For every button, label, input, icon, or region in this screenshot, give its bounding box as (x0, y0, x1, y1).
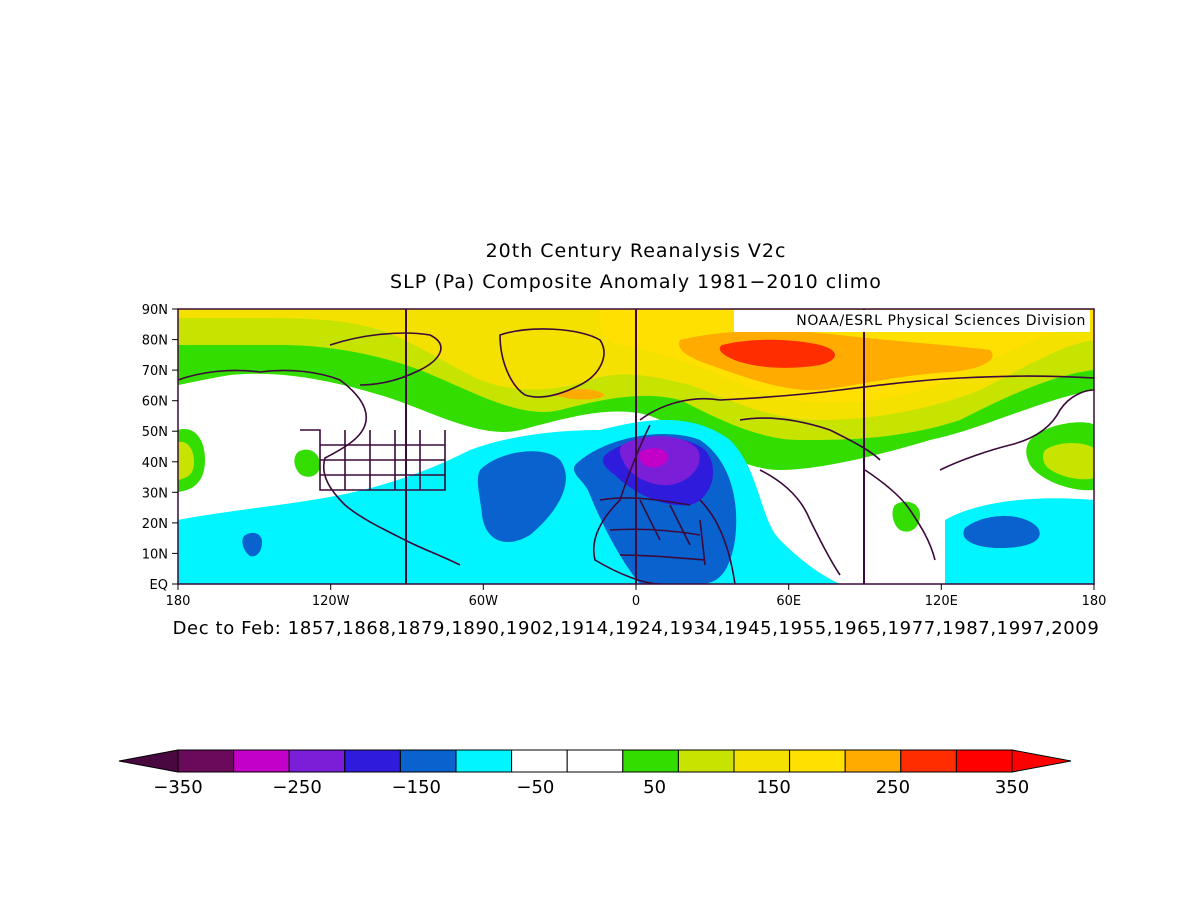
positive-patch-west-core (178, 441, 194, 480)
composite-years-label: Dec to Feb: 1857,1868,1879,1890,1902,191… (172, 618, 1100, 639)
colorbar-cell (566, 749, 624, 773)
longitude-axis: 180 120W 60W 0 60E 120E 180 (166, 584, 1107, 609)
lon-label-180w: 180 (166, 594, 191, 609)
lon-label-180e: 180 (1082, 594, 1107, 609)
colorbar-cell (511, 749, 568, 773)
colorbar-label: 350 (995, 777, 1029, 798)
positive-patch-pacific (294, 449, 320, 477)
colorbar-label: 150 (757, 777, 791, 798)
colorbar-cell (455, 749, 513, 773)
positive-patch-asia (892, 501, 920, 532)
negative-area-100-east (963, 516, 1040, 548)
colorbar-cell (177, 749, 235, 773)
anomaly-field (178, 309, 1094, 584)
lat-label-80n: 80N (142, 334, 168, 349)
colorbar-cell (844, 749, 902, 773)
coastlines (178, 328, 1094, 584)
negative-spot-pacific (242, 532, 262, 557)
colorbar-label: −350 (153, 777, 202, 798)
lon-label-60e: 60E (776, 594, 801, 609)
colorbar-cell (955, 749, 1013, 773)
lat-label-eq: EQ (150, 578, 168, 593)
chart-subtitle: SLP (Pa) Composite Anomaly 1981−2010 cli… (390, 271, 882, 293)
lon-label-120e: 120E (925, 594, 958, 609)
lat-label-20n: 20N (142, 517, 168, 532)
positive-area-300 (719, 339, 835, 368)
colorbar-cell (399, 749, 457, 773)
colorbar-cell (288, 749, 346, 773)
lat-label-40n: 40N (142, 456, 168, 471)
credit-label: NOAA/ESRL Physical Sciences Division (734, 310, 1090, 332)
chart-title: 20th Century Reanalysis V2c (485, 240, 787, 262)
latitude-axis: 90N 80N 70N 60N 50N 40N 30N 20N 10N EQ (142, 303, 178, 593)
lat-label-70n: 70N (142, 364, 168, 379)
lat-label-90n: 90N (142, 303, 168, 318)
colorbar: −350 −250 −150 −50 50 150 250 350 (118, 749, 1072, 798)
lat-label-30n: 30N (142, 486, 168, 501)
lon-label-120w: 120W (312, 594, 350, 609)
colorbar-cell (233, 749, 290, 773)
colorbar-over-arrow (1011, 749, 1072, 773)
colorbar-label: −50 (516, 777, 554, 798)
colorbar-under-arrow (118, 749, 179, 773)
colorbar-label: −250 (272, 777, 321, 798)
negative-area-100-atlantic (477, 451, 566, 543)
colorbar-cell (677, 749, 735, 773)
colorbar-label: 50 (643, 777, 666, 798)
negative-area-250 (638, 448, 668, 468)
colorbar-cell (344, 749, 401, 773)
colorbar-cell (733, 749, 791, 773)
colorbar-label: 250 (876, 777, 910, 798)
colorbar-label: −150 (392, 777, 441, 798)
colorbar-cell (900, 749, 957, 773)
lat-label-60n: 60N (142, 395, 168, 410)
lon-label-0: 0 (632, 594, 640, 609)
colorbar-cell (789, 749, 846, 773)
positive-area-250-west (555, 389, 605, 400)
lat-label-10n: 10N (142, 547, 168, 562)
positive-patch-east-core (1043, 443, 1094, 480)
lon-label-60w: 60W (469, 594, 499, 609)
lat-label-50n: 50N (142, 425, 168, 440)
colorbar-cell (622, 749, 679, 773)
